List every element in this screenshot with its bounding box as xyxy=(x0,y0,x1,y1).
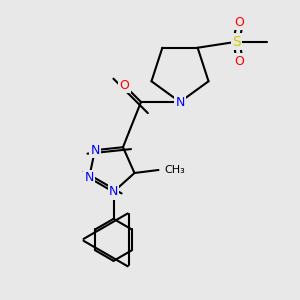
Text: N: N xyxy=(90,144,100,157)
Text: O: O xyxy=(235,16,244,29)
Text: N: N xyxy=(175,95,185,109)
Text: O: O xyxy=(235,55,244,68)
Text: O: O xyxy=(120,79,129,92)
Text: S: S xyxy=(232,35,241,49)
Text: N: N xyxy=(109,185,118,198)
Text: CH₃: CH₃ xyxy=(164,165,185,175)
Text: N: N xyxy=(84,171,94,184)
